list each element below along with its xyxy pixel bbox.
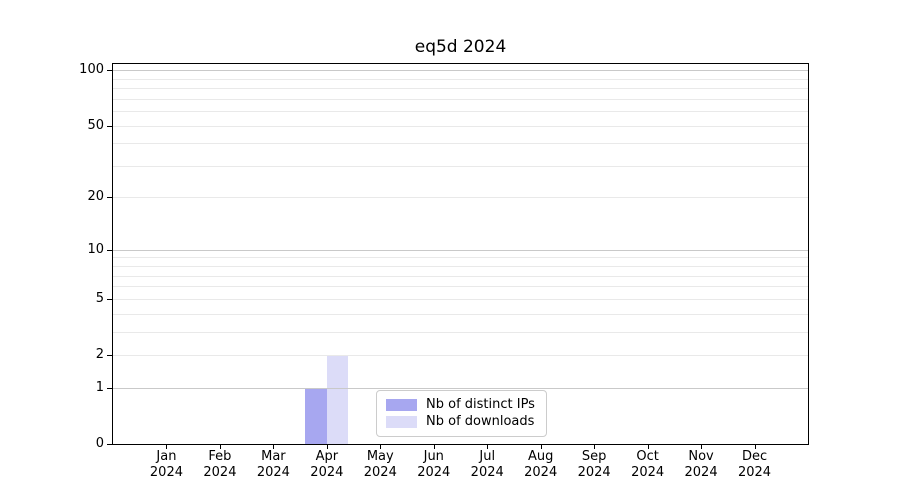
gridline-major [113,70,808,72]
y-tick [107,249,112,251]
y-tick-label: 20 [87,189,104,205]
gridline-minor [113,88,808,90]
legend-label-distinct-ips: Nb of distinct IPs [426,396,535,412]
gridline-minor [113,78,808,80]
gridline-major [113,387,808,389]
gridline-minor [113,143,808,145]
gridline-minor [113,125,808,127]
gridline-minor [113,98,808,100]
gridline-minor [113,111,808,113]
x-tick-label: Oct 2024 [631,449,665,480]
bar-distinct-ips [305,387,327,444]
legend-swatch-downloads [386,416,417,429]
y-tick-label: 100 [79,62,104,78]
legend: Nb of distinct IPs Nb of downloads [376,390,547,437]
y-tick [107,387,112,389]
x-tick-label: Nov 2024 [684,449,718,480]
x-tick-label: Jul 2024 [470,449,504,480]
x-tick-label: Mar 2024 [256,449,290,480]
x-tick-label: Apr 2024 [310,449,344,480]
gridline-minor [113,197,808,199]
x-tick-label: Dec 2024 [737,449,772,480]
x-tick [701,444,703,449]
gridline-minor [113,257,808,259]
y-tick [107,355,112,356]
x-tick [326,444,328,449]
gridline-minor [113,275,808,277]
x-tick [647,444,649,449]
y-tick [107,70,112,72]
y-tick [107,444,112,445]
y-tick [107,125,112,127]
x-tick [594,444,596,449]
legend-swatch-distinct-ips [386,398,417,411]
y-tick [107,197,112,199]
gridline-minor [113,331,808,333]
x-tick [540,444,542,449]
y-tick-label: 10 [87,241,104,257]
gridline-minor [113,355,808,356]
gridline-minor [113,165,808,167]
gridline-minor [113,286,808,288]
y-tick-label: 1 [95,379,104,395]
gridline-minor [113,266,808,268]
bar-downloads [326,355,349,444]
x-tick-label: Sep 2024 [577,449,611,480]
legend-label-downloads: Nb of downloads [426,414,535,430]
gridline-major [113,249,808,251]
y-tick-label: 0 [95,436,104,451]
x-tick [219,444,221,449]
x-tick-label: Jun 2024 [417,449,451,480]
x-tick [754,444,756,449]
x-tick [166,444,168,449]
legend-item-downloads: Nb of downloads [386,414,537,432]
x-tick-label: Aug 2024 [524,449,558,480]
plot-area: Nb of distinct IPs Nb of downloads [112,63,809,445]
y-tick-label: 5 [95,290,104,306]
legend-item-distinct-ips: Nb of distinct IPs [386,396,537,414]
chart-title: eq5d 2024 [414,37,507,57]
y-tick-label: 50 [87,117,104,133]
x-tick-label: Feb 2024 [203,449,237,480]
y-tick-label: 2 [95,347,104,362]
x-tick [487,444,489,449]
x-tick [273,444,275,449]
gridline-minor [113,313,808,315]
x-tick [380,444,382,449]
gridline-minor [113,298,808,300]
y-tick [107,298,112,300]
x-tick [433,444,435,449]
x-tick-label: Jan 2024 [149,449,183,480]
x-tick-label: May 2024 [363,449,397,480]
